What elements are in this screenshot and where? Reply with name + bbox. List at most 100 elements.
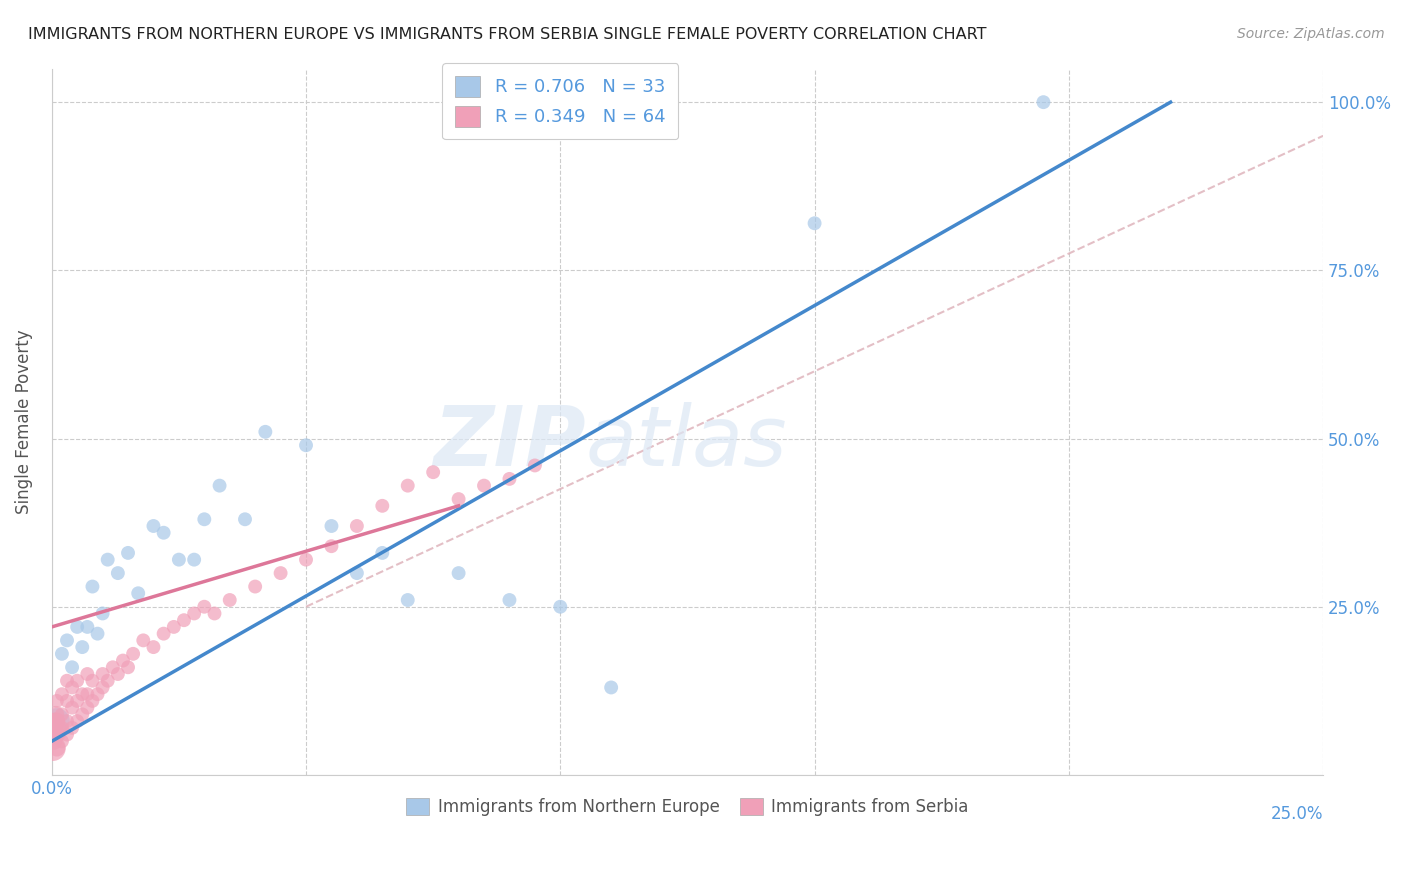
Point: [371, 546, 394, 560]
Point: [396, 478, 419, 492]
Point: [72, 640, 94, 654]
Point: [76, 687, 98, 701]
Point: [76, 700, 98, 714]
Point: [101, 660, 124, 674]
Point: [107, 566, 129, 580]
Point: [51, 687, 73, 701]
Point: [152, 626, 174, 640]
Point: [173, 613, 195, 627]
Point: [218, 593, 240, 607]
Point: [56, 714, 79, 728]
Point: [127, 586, 149, 600]
Point: [51, 707, 73, 722]
Point: [48, 721, 70, 735]
Point: [132, 633, 155, 648]
Point: [167, 552, 190, 566]
Point: [56, 633, 79, 648]
Point: [56, 673, 79, 688]
Point: [60, 660, 83, 674]
Legend: Immigrants from Northern Europe, Immigrants from Serbia: Immigrants from Northern Europe, Immigra…: [399, 791, 976, 823]
Point: [1032, 95, 1054, 110]
Point: [193, 599, 215, 614]
Point: [45, 741, 67, 756]
Point: [66, 673, 89, 688]
Point: [45, 714, 67, 728]
Point: [42, 734, 65, 748]
Point: [422, 465, 444, 479]
Point: [142, 640, 165, 654]
Point: [42, 727, 65, 741]
Text: ZIP: ZIP: [433, 402, 586, 483]
Text: Source: ZipAtlas.com: Source: ZipAtlas.com: [1237, 27, 1385, 41]
Point: [56, 727, 79, 741]
Point: [208, 478, 231, 492]
Point: [117, 546, 139, 560]
Point: [44, 721, 66, 735]
Point: [163, 620, 186, 634]
Point: [233, 512, 256, 526]
Point: [803, 216, 825, 230]
Point: [82, 694, 104, 708]
Point: [447, 492, 470, 507]
Point: [97, 673, 120, 688]
Point: [600, 681, 623, 695]
Point: [97, 552, 120, 566]
Point: [60, 721, 83, 735]
Point: [51, 721, 73, 735]
Point: [396, 593, 419, 607]
Point: [183, 607, 205, 621]
Point: [91, 607, 114, 621]
Point: [204, 607, 226, 621]
Point: [183, 552, 205, 566]
Point: [51, 734, 73, 748]
Point: [346, 566, 368, 580]
Point: [498, 593, 520, 607]
Point: [45, 694, 67, 708]
Text: 25.0%: 25.0%: [1271, 805, 1323, 823]
Point: [45, 714, 67, 728]
Point: [107, 667, 129, 681]
Point: [44, 714, 66, 728]
Point: [42, 741, 65, 756]
Point: [76, 667, 98, 681]
Point: [254, 425, 277, 439]
Point: [45, 707, 67, 722]
Point: [472, 478, 495, 492]
Point: [45, 714, 67, 728]
Point: [82, 580, 104, 594]
Point: [51, 647, 73, 661]
Point: [76, 620, 98, 634]
Point: [56, 694, 79, 708]
Point: [270, 566, 292, 580]
Point: [82, 673, 104, 688]
Point: [498, 472, 520, 486]
Point: [117, 660, 139, 674]
Point: [86, 626, 108, 640]
Point: [523, 458, 546, 473]
Point: [72, 687, 94, 701]
Point: [152, 525, 174, 540]
Point: [44, 727, 66, 741]
Point: [346, 519, 368, 533]
Point: [371, 499, 394, 513]
Point: [295, 552, 318, 566]
Point: [66, 620, 89, 634]
Point: [45, 727, 67, 741]
Point: [91, 667, 114, 681]
Point: [72, 707, 94, 722]
Point: [60, 700, 83, 714]
Y-axis label: Single Female Poverty: Single Female Poverty: [15, 329, 32, 514]
Point: [60, 681, 83, 695]
Point: [193, 512, 215, 526]
Point: [122, 647, 145, 661]
Point: [142, 519, 165, 533]
Point: [243, 580, 266, 594]
Point: [295, 438, 318, 452]
Point: [550, 599, 572, 614]
Point: [321, 519, 343, 533]
Text: atlas: atlas: [586, 402, 787, 483]
Point: [66, 694, 89, 708]
Point: [447, 566, 470, 580]
Point: [66, 714, 89, 728]
Point: [86, 687, 108, 701]
